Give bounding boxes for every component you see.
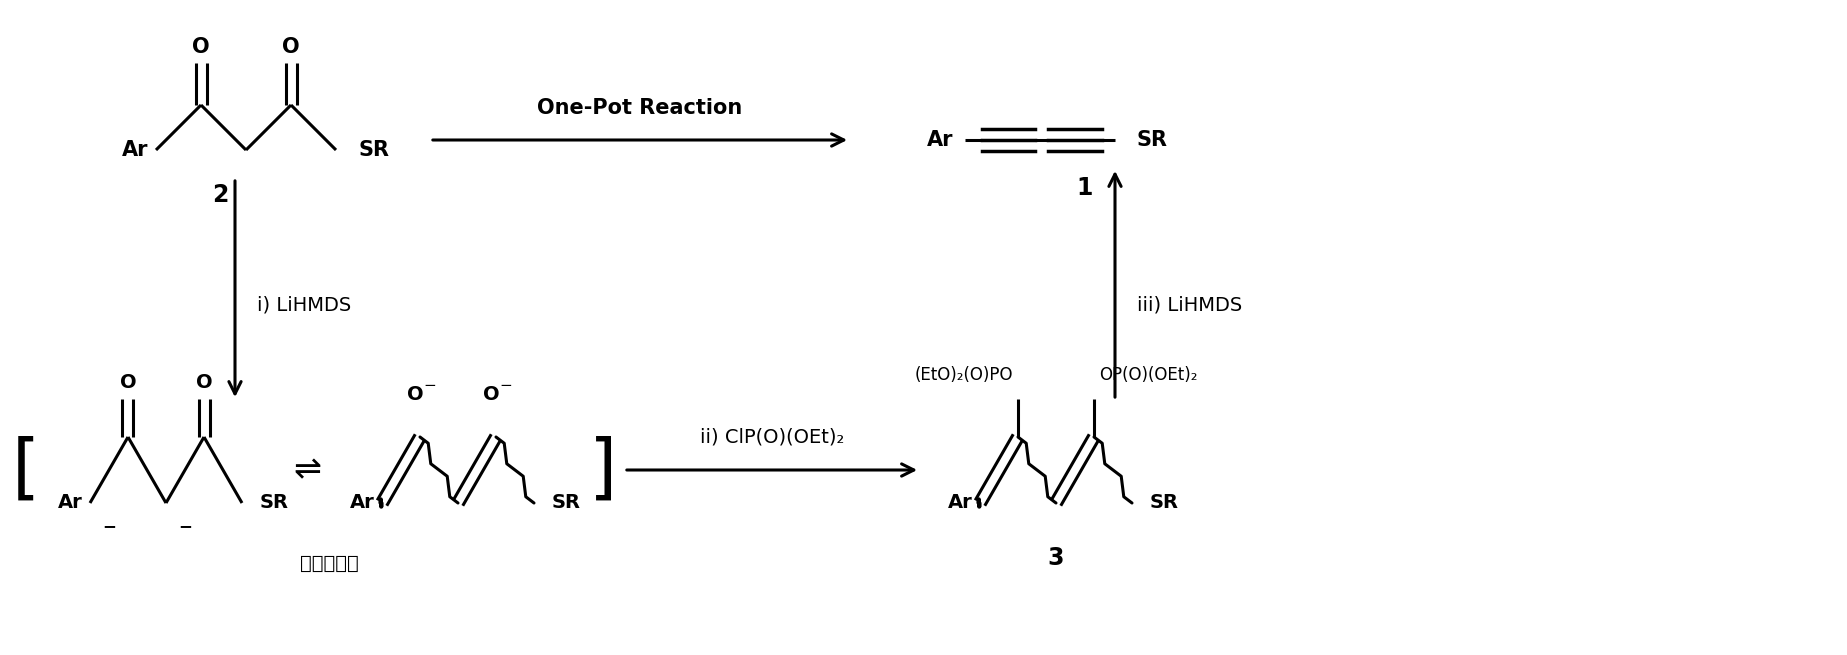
Text: i) LiHMDS: i) LiHMDS bbox=[257, 295, 351, 314]
Text: 3: 3 bbox=[1047, 546, 1064, 570]
Text: 1: 1 bbox=[1077, 176, 1093, 200]
Text: ⇌: ⇌ bbox=[294, 453, 321, 487]
Text: SR: SR bbox=[1151, 493, 1178, 512]
Text: ]: ] bbox=[589, 436, 617, 504]
Text: −: − bbox=[501, 377, 512, 392]
Text: Ar: Ar bbox=[349, 493, 375, 512]
Text: [: [ bbox=[11, 436, 41, 504]
Text: O: O bbox=[482, 386, 499, 405]
Text: SR: SR bbox=[358, 140, 390, 160]
Text: Ar: Ar bbox=[948, 493, 972, 512]
Text: (EtO)₂(O)PO: (EtO)₂(O)PO bbox=[914, 366, 1012, 384]
Text: Ar: Ar bbox=[122, 140, 148, 160]
Text: O: O bbox=[283, 37, 299, 57]
Text: O: O bbox=[406, 386, 423, 405]
Text: Ar: Ar bbox=[57, 493, 83, 512]
Text: −: − bbox=[102, 517, 116, 535]
Text: One-Pot Reaction: One-Pot Reaction bbox=[537, 98, 742, 118]
Text: O: O bbox=[192, 37, 211, 57]
Text: SR: SR bbox=[1138, 130, 1167, 150]
Text: 烯醒负离子: 烯醒负离子 bbox=[299, 553, 358, 572]
Text: Ar: Ar bbox=[927, 130, 953, 150]
Text: SR: SR bbox=[260, 493, 288, 512]
Text: 2: 2 bbox=[212, 183, 229, 207]
Text: OP(O)(OEt)₂: OP(O)(OEt)₂ bbox=[1099, 366, 1197, 384]
Text: SR: SR bbox=[552, 493, 582, 512]
Text: −: − bbox=[177, 517, 192, 535]
Text: O: O bbox=[120, 373, 137, 392]
Text: iii) LiHMDS: iii) LiHMDS bbox=[1138, 295, 1243, 314]
Text: −: − bbox=[423, 377, 436, 392]
Text: ii) ClP(O)(OEt)₂: ii) ClP(O)(OEt)₂ bbox=[700, 428, 844, 447]
Text: O: O bbox=[196, 373, 212, 392]
